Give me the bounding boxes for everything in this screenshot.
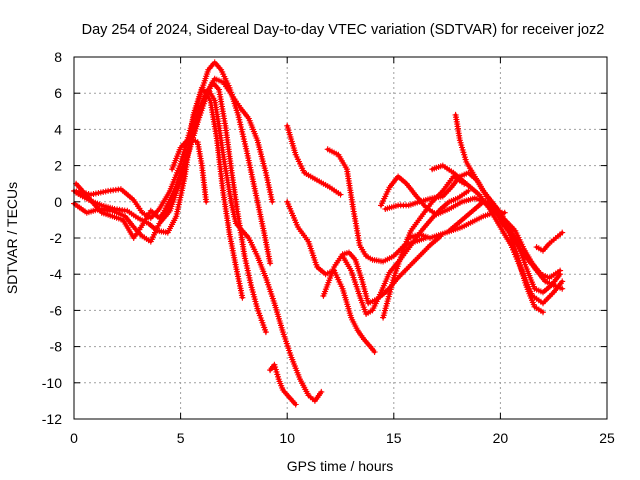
series-markers xyxy=(533,229,566,254)
x-tick-labels: 0 5 10 15 20 25 xyxy=(70,430,615,446)
y-tick-labels: 8 6 4 2 0 -2 -4 -6 -8 -10 -12 xyxy=(42,49,62,427)
series-markers xyxy=(160,86,325,404)
y-tick-label: -4 xyxy=(50,266,63,282)
plot-frame xyxy=(73,56,608,420)
y-tick-label: 0 xyxy=(54,194,62,210)
series-track-5 xyxy=(160,86,325,404)
x-tick-label: 25 xyxy=(599,430,615,446)
y-axis-title: SDTVAR / TECUs xyxy=(4,182,20,294)
series-track-11 xyxy=(320,233,444,307)
y-tick-label: -6 xyxy=(50,302,63,318)
grid-lines xyxy=(74,57,607,419)
chart-title: Day 254 of 2024, Sidereal Day-to-day VTE… xyxy=(82,22,605,38)
y-tick-label: 8 xyxy=(54,49,62,65)
x-tick-label: 10 xyxy=(279,430,295,446)
x-axis-title: GPS time / hours xyxy=(287,458,394,474)
y-tick-label: -12 xyxy=(42,411,62,427)
series-track-7 xyxy=(284,198,378,355)
x-tick-label: 5 xyxy=(177,430,185,446)
x-tick-label: 20 xyxy=(493,430,509,446)
series-track-14 xyxy=(380,173,468,321)
series-markers xyxy=(284,122,344,198)
y-tick-label: -2 xyxy=(50,230,63,246)
y-tick-label: 2 xyxy=(54,158,62,174)
x-tick-label: 15 xyxy=(386,430,402,446)
series-markers xyxy=(446,198,546,316)
series-track-16 xyxy=(405,209,508,241)
series-markers xyxy=(284,198,378,355)
series-markers xyxy=(169,135,210,205)
series-markers xyxy=(267,361,299,408)
series-track-9 xyxy=(284,122,344,198)
x-tick-label: 0 xyxy=(70,430,78,446)
y-tick-label: -8 xyxy=(50,339,63,355)
series-layer xyxy=(71,59,566,408)
series-track-19 xyxy=(446,198,546,316)
y-tick-label: -10 xyxy=(42,375,62,391)
y-tick-label: 4 xyxy=(54,121,62,137)
series-track-20 xyxy=(533,229,566,254)
series-track-6 xyxy=(169,135,210,205)
series-track-8 xyxy=(267,361,299,408)
y-tick-label: 6 xyxy=(54,85,62,101)
